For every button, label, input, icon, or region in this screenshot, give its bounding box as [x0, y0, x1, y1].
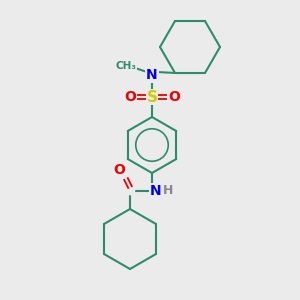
Text: H: H: [163, 184, 173, 197]
Text: O: O: [113, 163, 125, 177]
Text: N: N: [146, 68, 158, 82]
Text: CH₃: CH₃: [116, 61, 136, 71]
Text: O: O: [124, 90, 136, 104]
Text: S: S: [146, 89, 158, 104]
Text: N: N: [150, 184, 162, 198]
Text: O: O: [168, 90, 180, 104]
